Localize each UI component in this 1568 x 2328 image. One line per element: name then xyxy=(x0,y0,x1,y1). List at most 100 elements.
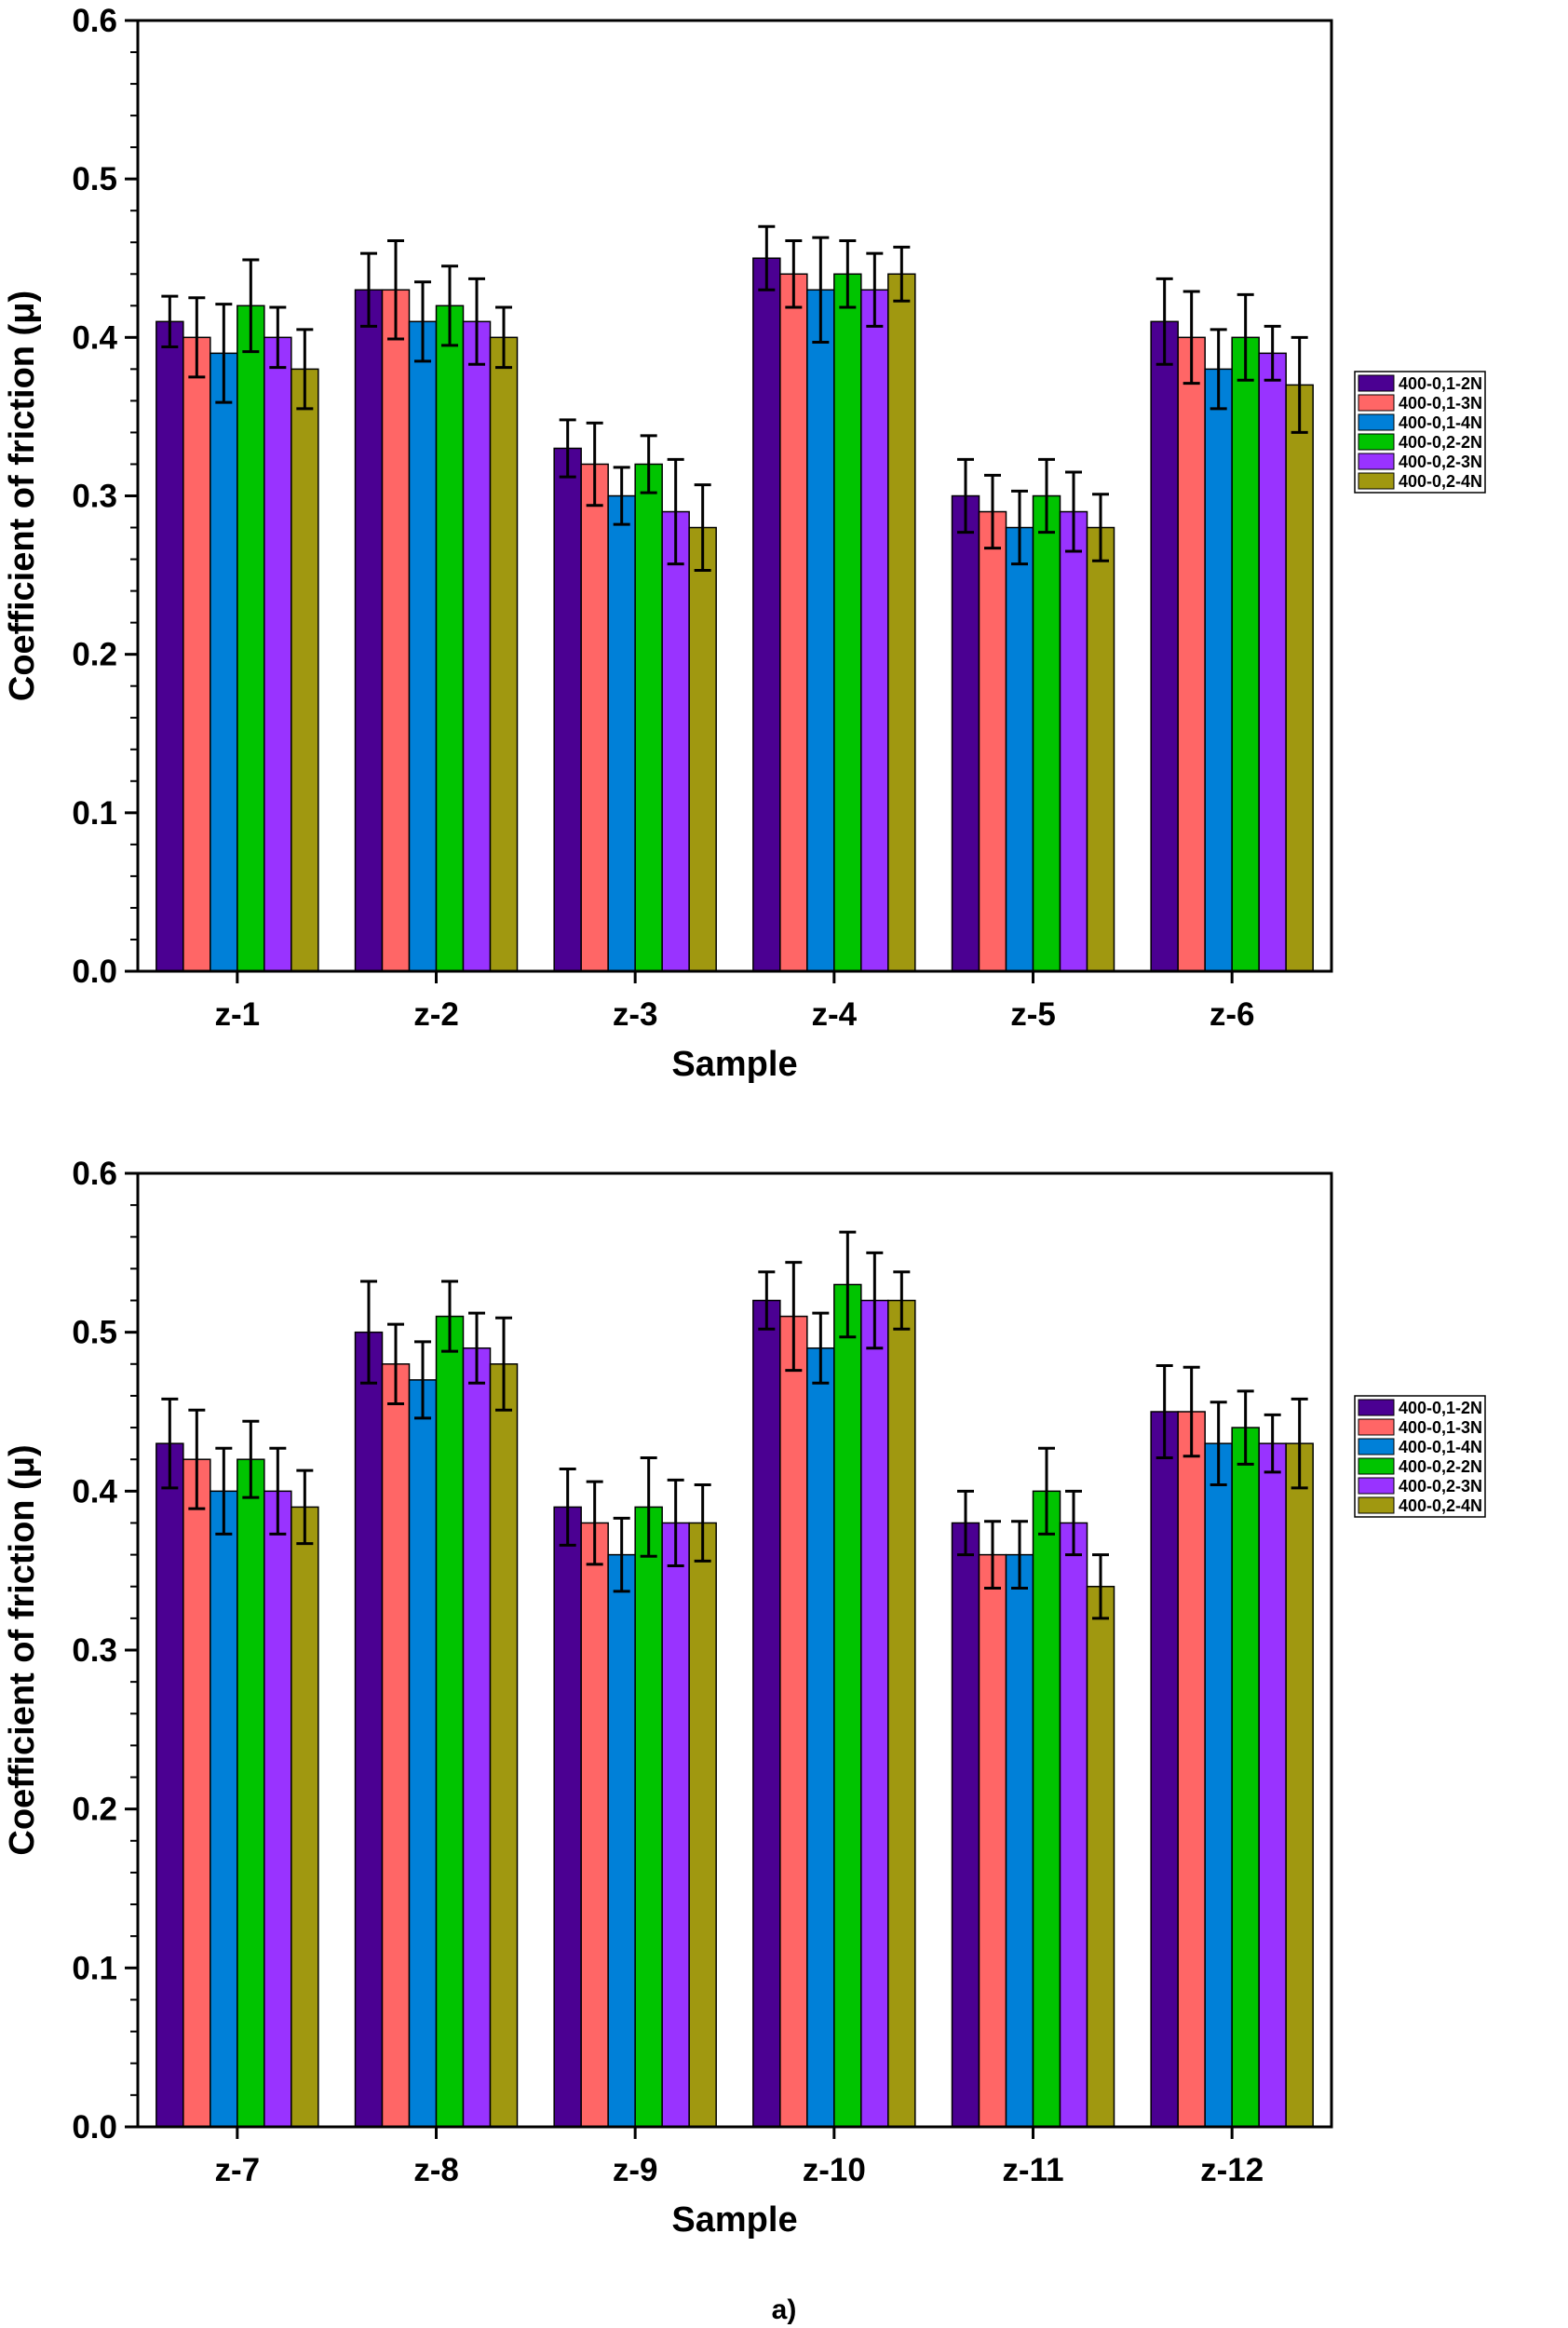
bar-z-8-400-0,1-3N xyxy=(381,1363,411,2128)
legend-label: 400-0,2-4N xyxy=(1399,1496,1482,1515)
x-tick-label: z-6 xyxy=(1210,996,1255,1033)
x-tick-label: z-3 xyxy=(613,996,658,1033)
bar-z-5-400-0,1-4N xyxy=(1005,526,1034,972)
bar-z-3-400-0,2-3N xyxy=(661,510,690,972)
bar-z-9-400-0,2-4N xyxy=(688,1522,717,2128)
bar-z-3-400-0,1-3N xyxy=(580,463,609,972)
bar-z-9-400-0,1-2N xyxy=(553,1506,582,2128)
legend-label: 400-0,1-2N xyxy=(1399,1399,1482,1417)
bar-z-2-400-0,2-3N xyxy=(462,320,492,972)
bar-z-8-400-0,1-2N xyxy=(354,1331,384,2128)
y-axis-title: Coefficient of friction (μ) xyxy=(3,291,42,701)
bar-z-12-400-0,2-2N xyxy=(1231,1427,1260,2128)
figure-label: a) xyxy=(772,2294,797,2325)
bar-z-1-400-0,1-4N xyxy=(210,352,238,972)
bar-z-4-400-0,2-2N xyxy=(833,273,862,972)
chart-bottom: z-7 z-8 z-9 z-10 z-11 z-12 0.0 0.1 0.2 0.3 0.4 0.5 0… xyxy=(3,1156,1486,2240)
y-tick-label: 0.1 xyxy=(72,795,117,832)
bar-z-5-400-0,1-3N xyxy=(978,510,1007,972)
y-tick-label: 0.6 xyxy=(72,3,117,39)
y-tick-label: 0.4 xyxy=(72,319,117,356)
bar-z-1-400-0,2-3N xyxy=(264,336,292,972)
bar-z-9-400-0,2-3N xyxy=(661,1522,690,2128)
legend-box xyxy=(1354,1395,1486,1518)
bar-z-4-400-0,2-4N xyxy=(887,273,916,972)
x-tick-label: z-5 xyxy=(1010,996,1056,1033)
bar-z-10-400-0,2-4N xyxy=(887,1299,916,2128)
legend-swatch-400-0,1-2N xyxy=(1358,374,1395,392)
bar-z-6-400-0,1-3N xyxy=(1177,336,1206,972)
bar-z-9-400-0,2-2N xyxy=(634,1506,663,2128)
legend-swatch-400-0,2-3N xyxy=(1358,1477,1395,1495)
y-tick-label: 0.2 xyxy=(72,637,117,673)
y-tick-label: 0.0 xyxy=(72,2109,117,2145)
bar-z-2-400-0,1-3N xyxy=(381,289,411,972)
legend-swatch-400-0,2-4N xyxy=(1358,1496,1395,1514)
x-tick-label: z-9 xyxy=(613,2152,658,2188)
legend-swatch-400-0,2-2N xyxy=(1358,1457,1395,1475)
bar-z-1-400-0,1-2N xyxy=(155,320,184,972)
y-tick-label: 0.0 xyxy=(72,954,117,990)
legend-swatch-400-0,1-4N xyxy=(1358,1438,1395,1455)
legend-swatch-400-0,1-3N xyxy=(1358,394,1395,412)
bar-z-12-400-0,1-3N xyxy=(1177,1411,1206,2128)
y-tick-label: 0.6 xyxy=(72,1156,117,1192)
bar-z-11-400-0,1-2N xyxy=(951,1522,980,2128)
bar-z-10-400-0,2-3N xyxy=(860,1299,889,2128)
legend-label: 400-0,2-2N xyxy=(1399,433,1482,452)
bar-z-11-400-0,1-3N xyxy=(978,1553,1007,2128)
y-tick-label: 0.5 xyxy=(72,161,117,197)
legend-label: 400-0,2-2N xyxy=(1399,1457,1482,1476)
bar-z-7-400-0,2-3N xyxy=(264,1490,292,2128)
legend-swatch-400-0,2-4N xyxy=(1358,472,1395,490)
legend-label: 400-0,1-4N xyxy=(1399,1438,1482,1456)
bar-z-5-400-0,1-2N xyxy=(951,494,980,972)
bar-z-2-400-0,1-4N xyxy=(408,320,438,972)
legend-swatch-400-0,1-3N xyxy=(1358,1418,1395,1436)
legend-swatch-400-0,1-2N xyxy=(1358,1399,1395,1416)
bar-z-1-400-0,2-2N xyxy=(237,305,265,972)
y-tick-label: 0.2 xyxy=(72,1792,117,1828)
bar-z-9-400-0,1-4N xyxy=(607,1553,636,2128)
y-tick-label: 0.5 xyxy=(72,1315,117,1351)
bar-z-5-400-0,2-2N xyxy=(1032,494,1061,972)
bar-z-7-400-0,2-2N xyxy=(237,1458,265,2128)
bar-z-8-400-0,2-3N xyxy=(462,1347,492,2128)
y-axis-title: Coefficient of friction (μ) xyxy=(3,1444,42,1855)
bar-z-10-400-0,1-4N xyxy=(806,1347,835,2128)
bar-z-2-400-0,1-2N xyxy=(354,289,384,972)
x-tick-label: z-12 xyxy=(1200,2152,1264,2188)
legend-swatch-400-0,2-3N xyxy=(1358,453,1395,470)
bar-z-8-400-0,1-4N xyxy=(408,1379,438,2128)
x-tick-label: z-4 xyxy=(812,996,858,1033)
bar-z-1-400-0,2-4N xyxy=(291,368,319,972)
bar-z-4-400-0,1-4N xyxy=(806,289,835,972)
legend-label: 400-0,1-3N xyxy=(1399,1418,1482,1437)
bar-z-6-400-0,1-4N xyxy=(1204,368,1233,972)
bar-z-5-400-0,2-4N xyxy=(1086,526,1115,972)
legend-box xyxy=(1354,371,1486,494)
bar-z-5-400-0,2-3N xyxy=(1059,510,1088,972)
bar-z-2-400-0,2-4N xyxy=(489,336,519,972)
bar-z-3-400-0,2-2N xyxy=(634,463,663,972)
y-tick-label: 0.3 xyxy=(72,1632,117,1669)
bar-z-6-400-0,2-4N xyxy=(1285,384,1314,972)
bar-z-10-400-0,1-3N xyxy=(779,1315,808,2128)
legend-swatch-400-0,1-4N xyxy=(1358,413,1395,431)
x-tick-label: z-11 xyxy=(1002,2152,1063,2188)
bar-z-8-400-0,2-2N xyxy=(435,1315,465,2128)
bar-z-11-400-0,2-3N xyxy=(1059,1522,1088,2128)
bar-z-10-400-0,1-2N xyxy=(752,1299,781,2128)
bar-z-2-400-0,2-2N xyxy=(435,305,465,972)
bar-z-11-400-0,2-4N xyxy=(1086,1585,1115,2128)
bar-z-6-400-0,1-2N xyxy=(1150,320,1179,972)
x-tick-label: z-7 xyxy=(215,2152,261,2188)
legend-label: 400-0,1-4N xyxy=(1399,413,1482,432)
bar-z-7-400-0,1-2N xyxy=(155,1442,184,2128)
chart-top: z-1 z-2 z-3 z-4 z-5 z-6 0.0 0.1 0.2 0.3 0.4 0.5 0.6 C… xyxy=(3,3,1486,1084)
bar-z-9-400-0,1-3N xyxy=(580,1522,609,2128)
bar-z-3-400-0,2-4N xyxy=(688,526,717,972)
y-tick-label: 0.3 xyxy=(72,479,117,515)
bar-z-11-400-0,2-2N xyxy=(1032,1490,1061,2128)
